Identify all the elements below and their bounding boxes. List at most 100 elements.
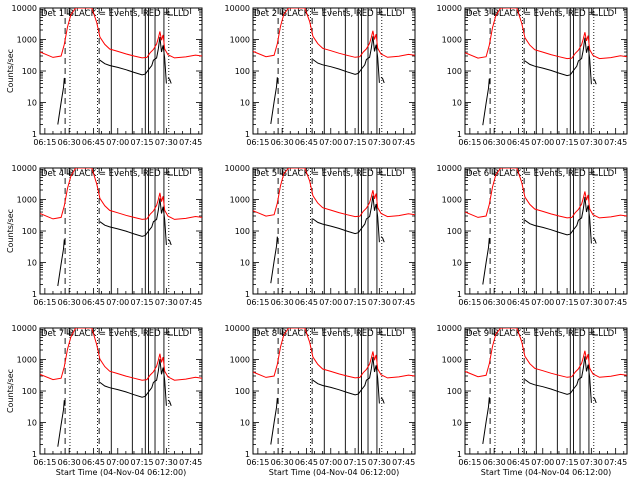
panel-title-legend: BLACK = Events, RED = LLD — [281, 9, 402, 19]
panel-title-det: Det 3 — [466, 9, 489, 19]
events-series-line — [167, 399, 172, 406]
x-tick-label: 07:30 — [580, 458, 603, 467]
x-tick-label: 07:15 — [556, 138, 579, 147]
x-tick-label: 07:45 — [604, 458, 627, 467]
x-tick-label: 06:30 — [271, 138, 294, 147]
bracket-mark — [592, 329, 598, 336]
panel-title: Det 9 BLACK = Events, RED = LLD — [466, 329, 615, 339]
bracket-mark — [279, 329, 286, 335]
plot-frame — [252, 327, 416, 455]
x-axis-label: Start Time (04-Nov-04 06:12:00) — [269, 468, 399, 477]
y-tick-label: 10 — [27, 419, 37, 428]
events-series-line — [57, 77, 66, 125]
y-tick-label: 1 — [245, 130, 250, 139]
events-series-line — [312, 36, 380, 83]
y-tick-label: 1000 — [17, 196, 37, 205]
x-tick-label: 06:45 — [295, 298, 318, 307]
x-tick-label: 06:30 — [271, 458, 294, 467]
x-tick-label: 07:15 — [131, 458, 154, 467]
x-tick-label: 07:00 — [319, 298, 342, 307]
events-series-line — [270, 397, 279, 445]
y-tick-label: 100 — [235, 67, 250, 76]
panel-title-det: Det 1 — [41, 9, 64, 19]
y-tick-label: 10 — [452, 99, 462, 108]
lld-series-line — [465, 8, 627, 60]
events-series-line — [312, 356, 380, 404]
x-tick-label: 06:30 — [58, 298, 81, 307]
y-tick-label: 10000 — [437, 4, 462, 13]
events-series-line — [99, 359, 167, 406]
panel-title-det: Det 8 — [254, 329, 277, 339]
events-series-line — [57, 400, 66, 447]
x-tick-label: 06:30 — [483, 458, 506, 467]
x-tick-label: 07:45 — [604, 298, 627, 307]
y-tick-label: 10000 — [12, 164, 37, 173]
x-tick-label: 06:45 — [507, 458, 530, 467]
x-tick-label: 07:00 — [531, 298, 554, 307]
x-tick-label: 06:45 — [507, 298, 530, 307]
y-tick-label: 1 — [32, 450, 37, 459]
x-tick-label: 07:00 — [106, 298, 129, 307]
panel-title-legend: BLACK = Events, RED = LLD — [493, 329, 614, 339]
x-tick-label: 07:15 — [556, 298, 579, 307]
x-axis-label: Start Time (04-Nov-04 06:12:00) — [481, 468, 611, 477]
x-tick-label: 06:15 — [246, 458, 269, 467]
y-tick-label: 10 — [452, 259, 462, 268]
x-tick-label: 07:45 — [392, 458, 415, 467]
y-tick-label: 100 — [447, 387, 462, 396]
y-tick-label: 10000 — [12, 4, 37, 13]
panel-title: Det 6 BLACK = Events, RED = LLD — [466, 169, 615, 179]
events-series-line — [592, 237, 597, 244]
events-series-line — [57, 239, 66, 287]
x-tick-label: 06:45 — [82, 138, 105, 147]
y-tick-label: 1 — [32, 290, 37, 299]
detector-panel-3: 1 10 100 1000 10000 06:15 06:30 06:45 07:00 07:15… — [437, 4, 628, 147]
bracket-mark — [167, 169, 173, 176]
bracket-mark — [66, 329, 73, 335]
bracket-mark — [380, 169, 386, 176]
x-tick-label: 06:15 — [458, 138, 481, 147]
x-tick-label: 06:15 — [458, 458, 481, 467]
x-tick-label: 06:30 — [58, 458, 81, 467]
x-tick-label: 06:15 — [246, 138, 269, 147]
x-tick-label: 07:00 — [531, 138, 554, 147]
x-tick-label: 06:45 — [295, 458, 318, 467]
x-tick-label: 06:45 — [82, 298, 105, 307]
bracket-mark — [380, 9, 386, 16]
x-tick-label: 07:30 — [155, 458, 178, 467]
events-series-line — [482, 237, 491, 285]
bracket-mark — [592, 169, 598, 176]
plot-frame — [252, 7, 416, 135]
x-tick-label: 07:45 — [392, 298, 415, 307]
x-tick-label: 07:30 — [580, 298, 603, 307]
bracket-mark — [66, 9, 73, 15]
events-series-line — [592, 396, 597, 404]
y-tick-label: 10 — [27, 99, 37, 108]
y-tick-label: 1 — [457, 290, 462, 299]
bracket-mark — [66, 169, 73, 175]
y-tick-label: 1000 — [230, 36, 250, 45]
x-tick-label: 07:00 — [319, 458, 342, 467]
panel-title-legend: BLACK = Events, RED = LLD — [493, 169, 614, 179]
y-tick-label: 10 — [27, 259, 37, 268]
x-tick-label: 07:30 — [368, 138, 391, 147]
y-tick-label: 10 — [240, 419, 250, 428]
plot-frame — [39, 7, 203, 135]
detector-panel-9: 1 10 100 1000 10000 06:15 06:30 06:45 07:00 07:15… — [437, 324, 628, 477]
y-tick-label: 10000 — [437, 324, 462, 333]
panel-title: Det 8 BLACK = Events, RED = LLD — [254, 329, 403, 339]
panel-title-legend: BLACK = Events, RED = LLD — [281, 329, 402, 339]
x-tick-label: 07:45 — [179, 298, 202, 307]
y-tick-label: 1000 — [442, 356, 462, 365]
lld-series-line — [253, 328, 415, 379]
lld-series-line — [465, 168, 627, 219]
lld-series-line — [40, 8, 202, 59]
x-tick-label: 06:30 — [271, 298, 294, 307]
panel-title-det: Det 2 — [254, 9, 277, 19]
x-tick-label: 06:30 — [483, 298, 506, 307]
panel-title-det: Det 6 — [466, 169, 489, 179]
lld-series-line — [253, 168, 415, 218]
x-tick-label: 07:30 — [368, 298, 391, 307]
y-tick-label: 100 — [447, 227, 462, 236]
